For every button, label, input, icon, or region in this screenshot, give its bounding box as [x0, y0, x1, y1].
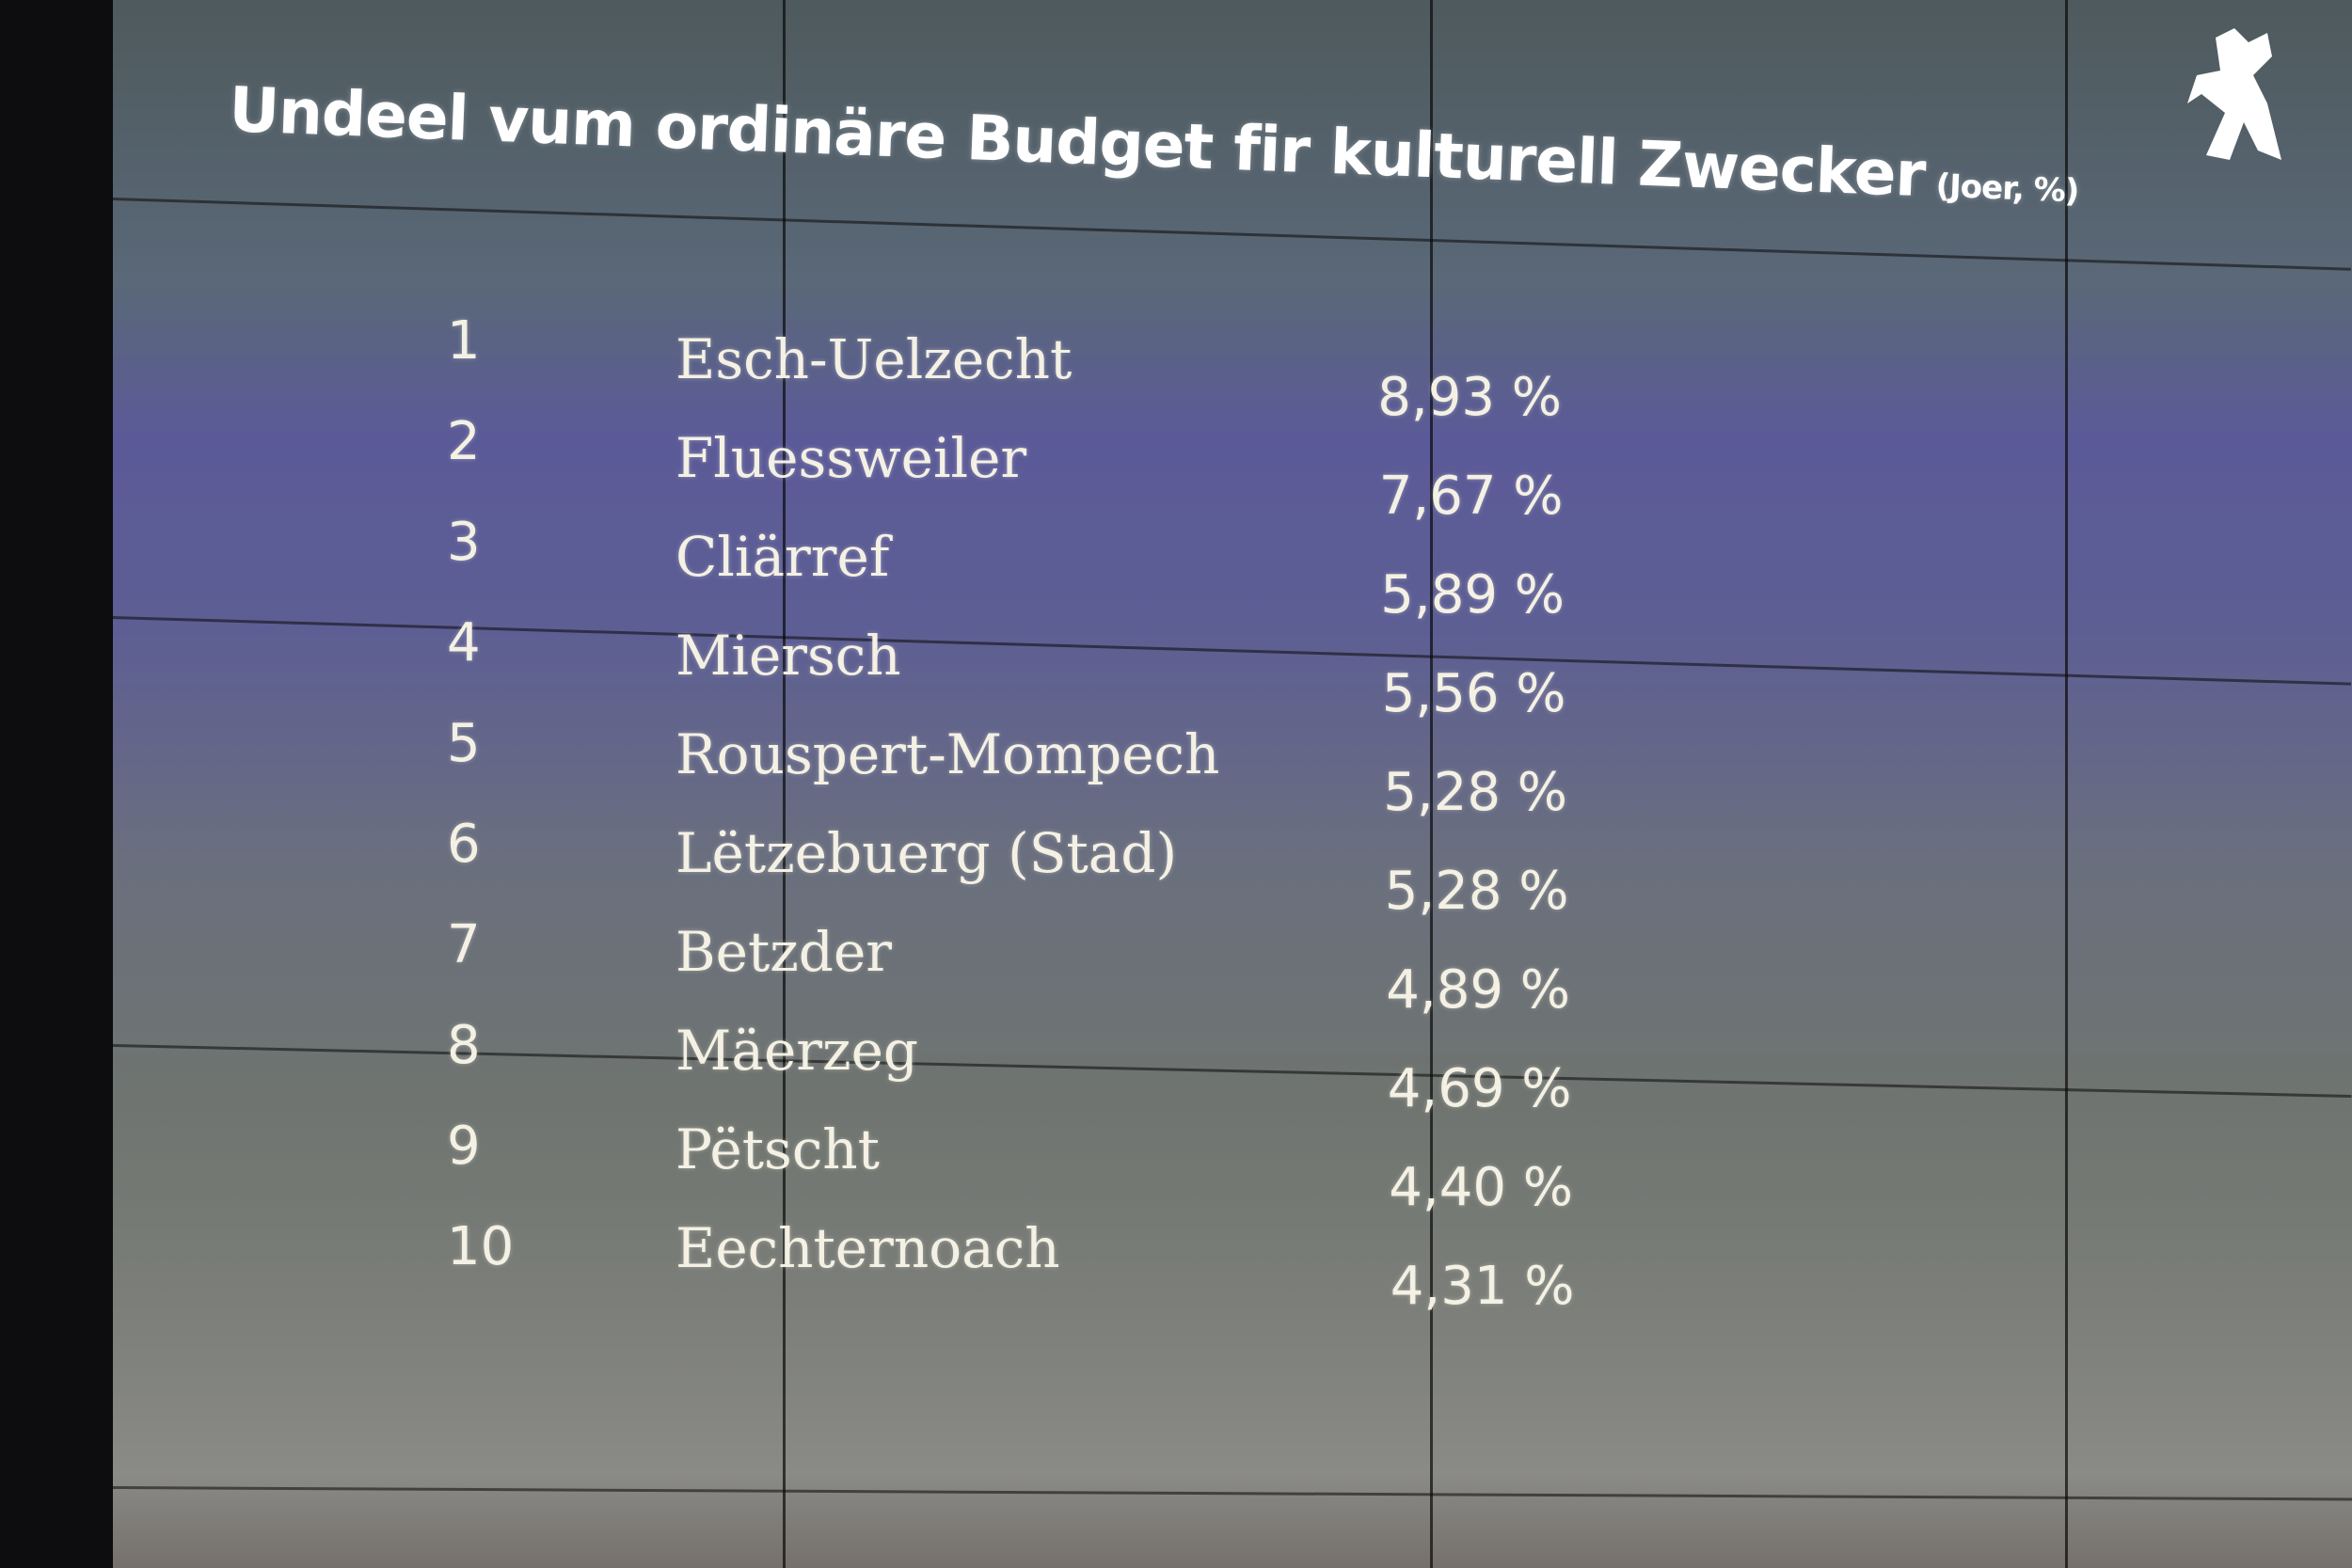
municipality: Eechternoach — [675, 1216, 1060, 1280]
municipality: Miersch — [675, 624, 901, 688]
municipality: Cliärref — [675, 525, 890, 589]
municipality: Rouspert-Mompech — [675, 722, 1220, 786]
share: 5,89 % — [1380, 564, 1565, 626]
share: 4,31 % — [1390, 1256, 1575, 1317]
rank: 1 — [447, 310, 481, 372]
share: 7,67 % — [1378, 466, 1564, 527]
share: 8,93 % — [1377, 367, 1562, 428]
share: 5,56 % — [1381, 663, 1566, 724]
share: 5,28 % — [1384, 861, 1569, 922]
bezel — [2065, 0, 2068, 1568]
rank: 3 — [447, 512, 481, 573]
rank: 2 — [447, 411, 481, 472]
bezel — [1430, 0, 1433, 1568]
municipality: Betzder — [675, 920, 892, 984]
rank: 4 — [447, 612, 481, 673]
share: 4,69 % — [1387, 1058, 1572, 1119]
bezel — [783, 0, 786, 1568]
share: 4,40 % — [1389, 1157, 1573, 1218]
rank: 9 — [447, 1116, 481, 1177]
rank: 7 — [447, 914, 481, 975]
rank: 6 — [447, 814, 481, 875]
logo — [2187, 28, 2281, 160]
rank: 10 — [447, 1216, 515, 1277]
rank: 8 — [447, 1015, 481, 1076]
municipality: Esch-Uelzecht — [675, 327, 1073, 391]
municipality: Fluessweiler — [675, 426, 1027, 490]
rank: 5 — [447, 713, 481, 774]
municipality: Lëtzebuerg (Stad) — [675, 821, 1178, 885]
share: 4,89 % — [1386, 959, 1570, 1021]
municipality: Mäerzeg — [675, 1019, 919, 1083]
municipality: Pëtscht — [675, 1117, 880, 1181]
subtitle: (Joer, %) — [1934, 166, 2080, 211]
screen — [113, 0, 2352, 1568]
share: 5,28 % — [1383, 762, 1567, 823]
